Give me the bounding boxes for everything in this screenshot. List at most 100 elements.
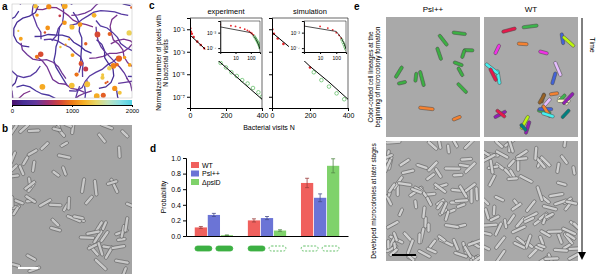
trail	[65, 80, 88, 98]
trail	[97, 40, 114, 89]
tick	[269, 52, 272, 53]
fit-line	[304, 26, 346, 49]
tick-label: 10⁻⁵	[172, 71, 185, 78]
tick-mark	[269, 74, 272, 75]
y-axis: 10⁻¹10⁻³10⁻⁵10⁻⁷	[172, 19, 190, 109]
cell	[510, 202, 522, 212]
cell	[433, 182, 447, 194]
row-label-line: Developed microcolonies at later stages	[370, 143, 378, 259]
cell	[517, 42, 528, 46]
hotspot	[118, 91, 122, 95]
cell	[516, 156, 528, 160]
tick-label: 0.2	[171, 217, 181, 224]
tick	[269, 29, 272, 30]
tick: 10⁻⁷	[207, 45, 220, 51]
image-background	[484, 141, 578, 261]
category-icon	[322, 246, 339, 251]
cell	[458, 184, 469, 199]
hotspot	[69, 83, 75, 89]
category-icon	[216, 246, 233, 251]
cell	[27, 266, 41, 274]
cell	[27, 129, 40, 133]
point	[244, 28, 246, 30]
error-bar	[305, 178, 309, 187]
point	[230, 25, 232, 27]
cell	[493, 44, 501, 56]
tick-mark	[183, 236, 186, 237]
cell	[572, 165, 577, 175]
tick-label: 200	[305, 112, 317, 119]
cell	[536, 185, 544, 202]
error-bar	[331, 159, 335, 173]
panel-letter: b	[2, 123, 8, 134]
axis-line	[187, 19, 191, 109]
hotspot	[100, 76, 104, 80]
cell	[436, 141, 442, 150]
cell	[544, 257, 560, 261]
cell	[97, 241, 105, 256]
cell	[494, 235, 506, 250]
cell	[452, 173, 463, 177]
cell	[484, 230, 493, 236]
cell	[387, 182, 396, 193]
cell	[397, 80, 407, 85]
axis-line	[273, 109, 349, 112]
cell	[494, 195, 505, 203]
tick-mark	[302, 48, 304, 49]
panel-a-image	[12, 4, 132, 98]
cell	[549, 92, 559, 97]
figure-canvas: a010002000bc020040010⁻¹10⁻³10⁻⁵10⁻⁷exper…	[0, 0, 600, 280]
tick	[269, 97, 272, 98]
cell	[12, 151, 17, 165]
tick-label: 10⁻³	[173, 48, 186, 55]
cell	[67, 196, 71, 210]
tick-label: 0.8	[171, 170, 181, 177]
point	[246, 82, 250, 86]
cell	[84, 195, 94, 206]
tick-label: 10⁻³	[291, 30, 301, 36]
cell	[523, 216, 535, 224]
point	[247, 29, 249, 31]
tick: 10⁻⁵	[172, 71, 190, 78]
cell	[12, 163, 19, 175]
tick-label: 0	[271, 112, 275, 119]
tick-mark	[310, 108, 311, 111]
cell	[507, 159, 516, 169]
cell	[106, 179, 118, 186]
cell	[57, 153, 71, 159]
hotspot	[84, 81, 90, 87]
hotspot	[112, 86, 117, 91]
tick-label: 200	[221, 112, 233, 119]
axis-line	[218, 22, 221, 53]
cell	[59, 141, 69, 148]
cell	[426, 247, 438, 255]
panel-b-image	[12, 125, 132, 274]
trail	[44, 39, 83, 77]
tick: 10⁻⁷	[291, 45, 304, 51]
bars	[195, 159, 340, 236]
hotspot	[105, 82, 107, 84]
cell	[446, 144, 450, 154]
tick: 100	[247, 52, 256, 61]
bar	[301, 183, 313, 236]
row-label-line: beginning of microcolony formation	[374, 26, 382, 127]
cell	[553, 248, 568, 252]
tick-mark	[218, 33, 220, 34]
tick-mark	[187, 52, 190, 53]
tick: 10⁻¹	[173, 26, 190, 33]
axis-line	[183, 159, 187, 237]
plot-frame	[190, 18, 262, 108]
cell	[489, 159, 495, 174]
cell	[99, 230, 110, 243]
hotspot	[35, 13, 38, 16]
cell	[31, 160, 36, 173]
tick-mark	[183, 205, 186, 206]
trail	[12, 76, 17, 98]
hotspot	[58, 14, 61, 17]
cell	[537, 243, 547, 249]
point	[320, 78, 324, 82]
cell	[513, 241, 527, 250]
time-arrow-head	[578, 252, 586, 260]
legend-entry: ΔpslD	[191, 179, 221, 187]
cell	[398, 158, 410, 168]
